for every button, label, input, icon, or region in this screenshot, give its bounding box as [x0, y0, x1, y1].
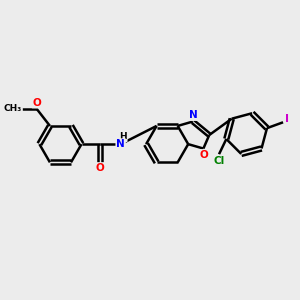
Text: H: H: [119, 132, 127, 141]
Text: I: I: [285, 114, 290, 124]
Text: O: O: [32, 98, 41, 107]
Text: Cl: Cl: [213, 156, 225, 166]
Text: O: O: [95, 163, 104, 173]
Text: N: N: [116, 139, 125, 149]
Text: N: N: [189, 110, 198, 120]
Text: O: O: [200, 150, 208, 160]
Text: CH₃: CH₃: [4, 104, 22, 113]
